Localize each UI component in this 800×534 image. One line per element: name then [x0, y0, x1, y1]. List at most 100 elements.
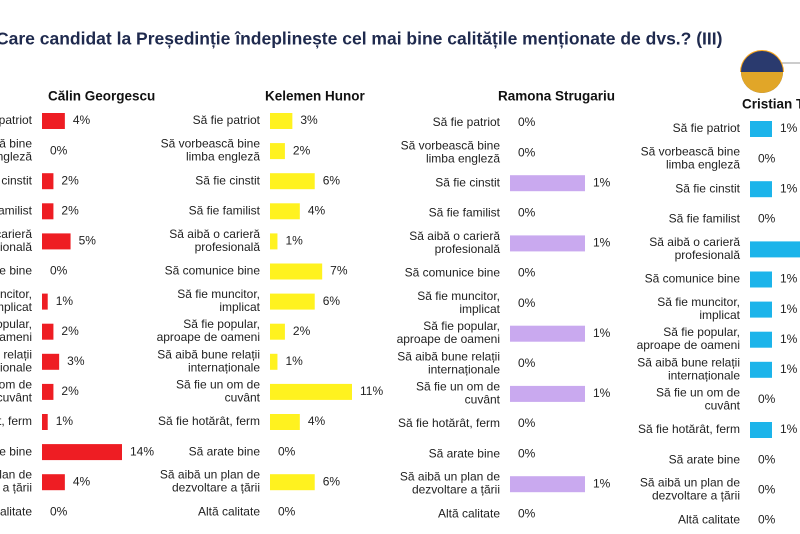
value-label: 1% — [285, 354, 303, 368]
bar — [42, 414, 48, 430]
value-label: 0% — [518, 296, 536, 310]
value-label: 1% — [780, 181, 798, 195]
value-label: 0% — [518, 266, 536, 280]
category-label: Să arate bine — [429, 446, 501, 460]
category-label: Să fie patriot — [673, 121, 741, 135]
value-label: 1% — [593, 236, 611, 250]
value-label: 1% — [780, 272, 798, 286]
value-label: 0% — [518, 416, 536, 430]
value-label: 11% — [360, 384, 383, 398]
category-label: Să fie hotărât, ferm — [0, 414, 32, 428]
value-label: 2% — [61, 203, 79, 217]
value-label: 6% — [323, 294, 341, 308]
bar — [42, 383, 54, 400]
bar — [750, 331, 772, 348]
value-label: 4% — [308, 414, 326, 428]
bar — [270, 143, 285, 160]
value-label: 1% — [593, 476, 611, 490]
category-label: Să comunice bine — [405, 266, 501, 280]
bar — [750, 241, 800, 258]
category-label: Să fie cinstit — [675, 181, 740, 195]
bar — [270, 113, 293, 129]
category-label: Să fie familist — [0, 203, 33, 217]
value-label: 4% — [308, 203, 326, 217]
value-label: 4% — [73, 113, 91, 127]
category-label: Să fie familist — [429, 205, 501, 219]
category-label: Să fie patriot — [0, 113, 33, 127]
category-label: Să fie muncitor,implicat — [0, 287, 33, 314]
value-label: 0% — [518, 506, 536, 520]
bar — [42, 323, 54, 340]
value-label: 1% — [780, 332, 798, 346]
bar — [750, 121, 772, 137]
bar — [270, 353, 278, 370]
value-label: 0% — [758, 392, 776, 406]
panel-title: Călin Georgescu — [48, 89, 155, 104]
bar — [510, 476, 585, 493]
bar — [270, 203, 300, 220]
value-label: 5% — [79, 234, 97, 248]
category-label: Să fie patriot — [193, 113, 261, 127]
category-label: Să fie patriot — [433, 115, 501, 129]
value-label: 3% — [300, 113, 318, 127]
value-label: 0% — [758, 452, 776, 466]
bar — [42, 173, 54, 190]
category-label: Să fie hotărât, ferm — [158, 414, 260, 428]
value-label: 0% — [50, 504, 68, 518]
category-label: Să fie muncitor,implicat — [657, 295, 740, 322]
value-label: 6% — [323, 173, 341, 187]
value-label: 0% — [278, 504, 296, 518]
category-label: Altă calitate — [678, 512, 740, 526]
bar — [270, 263, 323, 280]
value-label: 6% — [323, 474, 341, 488]
category-label: Altă calitate — [198, 504, 260, 518]
bar — [270, 414, 300, 430]
category-label: Să fie familist — [189, 203, 261, 217]
category-label: Să fie hotărât, ferm — [398, 416, 500, 430]
value-label: 3% — [67, 354, 85, 368]
panel-title: Ramona Strugariu — [498, 89, 615, 104]
category-label: Să fie muncitor,implicat — [417, 289, 500, 316]
bar — [42, 293, 48, 310]
category-label: Altă calitate — [438, 506, 500, 520]
bar — [42, 444, 122, 461]
value-label: 1% — [56, 414, 74, 428]
value-label: 1% — [780, 422, 798, 436]
category-label: Să fie cinstit — [195, 173, 260, 187]
panel-title: Kelemen Hunor — [265, 89, 366, 104]
bar — [270, 383, 352, 400]
value-label: 1% — [780, 302, 798, 316]
value-label: 0% — [518, 356, 536, 370]
bar — [750, 361, 772, 378]
category-label: Să arate bine — [669, 452, 741, 466]
category-label: Să fie popular,aproape de oameni — [637, 325, 740, 352]
bar — [510, 175, 585, 192]
value-label: 0% — [518, 205, 536, 219]
category-label: Să arate bine — [0, 444, 32, 458]
value-label: 2% — [61, 384, 79, 398]
category-label: Să fie cinstit — [0, 173, 33, 187]
value-label: 0% — [50, 264, 68, 278]
category-label: Să comunice bine — [0, 264, 32, 278]
value-label: 0% — [758, 512, 776, 526]
value-label: 1% — [593, 175, 611, 189]
value-label: 7% — [330, 264, 348, 278]
category-label: Să fie popular,aproape de oameni — [397, 319, 500, 346]
value-label: 0% — [518, 446, 536, 460]
panel-title: Cristian Terheș — [742, 97, 800, 112]
bar — [510, 235, 585, 252]
